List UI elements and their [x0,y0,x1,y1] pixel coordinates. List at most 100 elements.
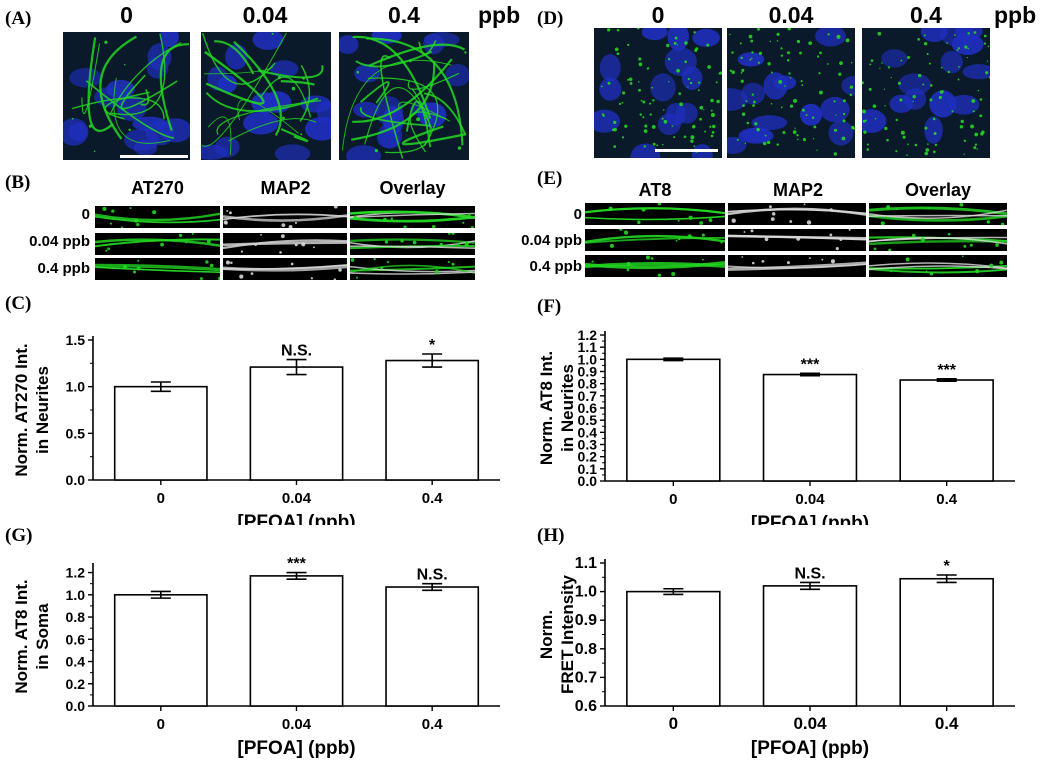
y-tick-label: 0.8 [578,376,598,392]
e-strip-green-1 [585,229,725,251]
b-strip-overlay-1 [350,233,475,255]
y-tick-label: 0.7 [575,669,597,686]
significance-label: N.S. [281,343,312,360]
e-strip-overlay-1 [869,229,1007,251]
y-tick-label: 0.8 [575,641,597,658]
y-tick-label: 0.0 [578,473,598,489]
y-axis-label: in Neurites [33,366,52,454]
panel-label-g: (G) [5,525,33,546]
chart-g: 0.0 0.2 0.4 0.6 0.8 1.0 1.2 0 0.04 *** 0.4 N.S. [PFO… [12,556,500,759]
e-channel-map2: MAP2 [772,180,823,200]
y-tick-label: 1.2 [578,327,598,343]
panel-label-d: (D) [537,8,564,29]
panel-label-c: (C) [5,293,32,314]
panel-label-f: (F) [537,296,562,317]
panel-label-h: (H) [537,525,565,546]
panel-label-b: (B) [5,172,31,193]
b-channel-at270: AT270 [131,178,184,198]
bar [249,575,344,707]
bar [626,358,721,482]
y-axis-label: Norm. AT8 Int. [537,351,556,465]
x-tick-label: 0.4 [422,490,444,507]
y-tick-label: 1.0 [66,587,86,603]
y-tick-label: 1.1 [575,555,597,572]
y-tick-label: 0.9 [578,364,598,380]
bar [762,585,858,707]
bar [113,594,208,707]
e-strip-green-2 [585,255,725,277]
micrograph-d-0 [594,28,722,158]
significance-label: *** [937,362,956,379]
micrograph-a-1 [201,32,331,160]
y-tick-label: 0.6 [575,698,597,715]
d-unit: ppb [994,2,1037,28]
x-tick-label: 0 [669,491,677,508]
bar [249,366,344,481]
micrograph-a-2 [339,32,469,160]
x-tick-label: 0 [669,714,678,733]
e-strip-gray-1 [728,229,866,251]
y-tick-label: 0.2 [578,449,598,465]
b-channel-map2: MAP2 [260,178,311,198]
b-strip-green-2 [95,258,220,280]
bar [385,586,480,707]
x-tick-label: 0.04 [793,714,827,733]
y-tick-label: 1.0 [66,379,86,395]
y-tick-label: 1.0 [578,351,598,367]
a-conc-2: 0.4 [388,2,420,28]
b-row-1: 0.04 ppb [29,233,90,250]
y-tick-label: 1.2 [66,565,86,581]
chart-c: 0.0 0.5 1.0 1.5 0 0.04 N.S. 0.4 * [PFOA] (ppb) Nor… [12,332,500,525]
y-tick-label: 1.1 [578,339,598,355]
y-tick-label: 0.5 [66,425,86,441]
e-strip-green-0 [585,203,725,225]
b-channel-overlay: Overlay [379,178,446,198]
y-tick-label: 0.4 [66,654,86,670]
y-tick-label: 0.4 [578,424,598,440]
b-row-0: 0 [81,206,90,223]
panel-label-a: (A) [5,8,32,29]
x-tick-label: 0.4 [935,714,959,733]
bar [113,385,208,481]
a-unit: ppb [478,2,521,28]
bar [762,373,858,482]
y-axis-label: FRET Intensity [558,574,577,694]
e-strip-gray-2 [728,255,866,277]
e-strip-overlay-2 [869,255,1007,277]
b-strip-green-0 [95,206,220,228]
y-tick-label: 0.9 [575,612,597,629]
chart-h: 0.6 0.7 0.8 0.9 1.0 1.1 0 0.04 N.S. 0.4 * [PFOA] (p… [537,555,1015,759]
significance-label: N.S. [417,567,448,584]
b-strip-overlay-2 [350,258,475,280]
x-tick-label: 0 [157,716,165,733]
b-row-2: 0.4 ppb [37,260,90,277]
bar [899,577,994,707]
y-axis-label: in Neurites [558,364,577,452]
d-conc-2: 0.4 [910,2,942,28]
y-axis-label: Norm. AT270 Int. [12,343,31,476]
y-tick-label: 0.5 [578,412,598,428]
y-tick-label: 0.7 [578,388,598,404]
e-channel-overlay: Overlay [904,180,972,200]
x-tick-label: 0 [157,490,165,507]
y-axis-label: Norm. AT8 Int. [12,579,31,693]
micrograph-d-1 [727,28,855,158]
e-strip-overlay-0 [869,203,1007,225]
e-channel-at8: AT8 [638,180,672,200]
bar [385,359,480,481]
x-tick-label: 0.4 [936,491,958,508]
y-tick-label: 1.5 [66,332,86,348]
d-conc-1: 0.04 [768,2,814,28]
x-tick-label: 0.04 [795,491,825,508]
micrograph-a-0 [63,32,190,160]
b-strip-gray-2 [223,258,347,280]
significance-label: *** [287,556,306,573]
x-tick-label: 0.04 [282,490,312,507]
b-strip-gray-1 [223,233,347,255]
significance-label: N.S. [794,565,825,582]
panel-label-e: (E) [537,168,563,189]
scale-bar-d [655,149,718,152]
y-tick-label: 0.6 [66,631,86,647]
e-strip-gray-0 [728,203,866,225]
